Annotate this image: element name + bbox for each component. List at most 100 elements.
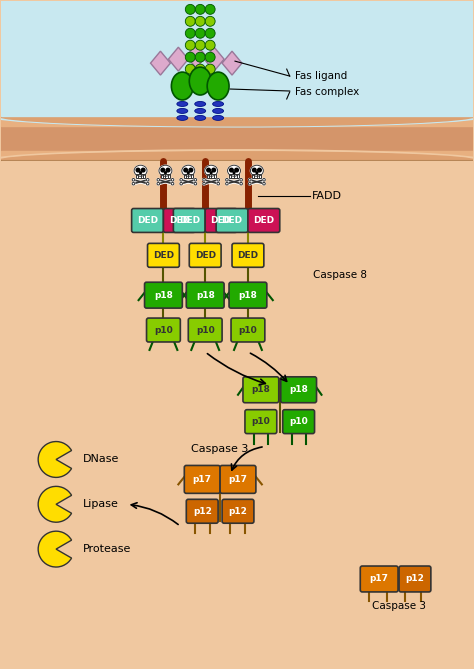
Text: p10: p10 [252,417,270,426]
Circle shape [217,183,219,185]
Text: Lipase: Lipase [83,499,119,509]
Text: p12: p12 [193,506,212,516]
Ellipse shape [195,16,205,26]
Bar [1,116,473,161]
Text: p10: p10 [196,326,215,334]
Circle shape [171,183,174,185]
FancyBboxPatch shape [229,282,267,308]
Circle shape [217,179,219,181]
Ellipse shape [195,116,206,120]
Circle shape [136,169,140,172]
Text: Caspase 3: Caspase 3 [191,444,249,454]
Text: DED: DED [195,251,216,260]
FancyBboxPatch shape [145,282,182,308]
Circle shape [203,179,205,181]
FancyBboxPatch shape [205,209,237,232]
FancyBboxPatch shape [245,409,277,434]
Polygon shape [204,47,224,71]
Ellipse shape [195,5,205,14]
Circle shape [210,172,212,173]
Circle shape [164,172,166,173]
FancyBboxPatch shape [248,209,280,232]
Circle shape [233,172,235,173]
Ellipse shape [185,40,195,50]
Ellipse shape [177,102,188,106]
Bar [1,1,473,116]
Circle shape [146,183,149,185]
Ellipse shape [213,116,224,120]
FancyBboxPatch shape [184,466,220,493]
Wedge shape [38,531,72,567]
FancyBboxPatch shape [222,499,254,523]
Ellipse shape [205,40,215,50]
Text: p10: p10 [238,326,257,334]
Circle shape [189,169,193,172]
Text: DED: DED [169,216,190,225]
Circle shape [263,179,265,181]
Ellipse shape [185,28,195,38]
Circle shape [229,169,233,172]
Text: Fas complex: Fas complex [295,87,359,97]
Bar [184,174,193,178]
Circle shape [256,172,258,173]
FancyBboxPatch shape [186,282,224,308]
Text: p18: p18 [251,385,270,394]
Circle shape [157,183,160,185]
Ellipse shape [205,28,215,38]
Text: p12: p12 [406,575,424,583]
FancyBboxPatch shape [281,377,317,403]
FancyBboxPatch shape [243,377,279,403]
FancyBboxPatch shape [283,409,315,434]
Circle shape [248,183,251,185]
Circle shape [258,169,261,172]
Circle shape [235,169,238,172]
Circle shape [166,169,170,172]
Circle shape [226,183,228,185]
Ellipse shape [0,106,474,126]
Ellipse shape [205,165,218,176]
Bar [252,174,261,178]
Text: DED: DED [179,216,200,225]
Circle shape [180,183,182,185]
Circle shape [212,169,216,172]
Bar [136,174,145,178]
Bar [207,174,216,178]
Ellipse shape [205,64,215,74]
FancyBboxPatch shape [164,209,195,232]
FancyBboxPatch shape [146,318,180,342]
Ellipse shape [195,76,205,86]
Circle shape [161,169,164,172]
Bar [252,174,261,178]
Text: DED: DED [153,251,174,260]
Ellipse shape [195,40,205,50]
Circle shape [203,183,205,185]
Ellipse shape [195,28,205,38]
Circle shape [171,179,174,181]
Text: p17: p17 [193,475,212,484]
Text: p17: p17 [370,575,389,583]
Text: p18: p18 [238,290,257,300]
Circle shape [141,169,145,172]
Text: p18: p18 [154,290,173,300]
Ellipse shape [0,152,474,170]
Ellipse shape [205,5,215,14]
Circle shape [240,179,242,181]
Circle shape [187,172,189,173]
Text: p18: p18 [289,385,308,394]
Ellipse shape [134,165,147,176]
Circle shape [157,179,160,181]
Ellipse shape [185,64,195,74]
Circle shape [180,179,182,181]
FancyBboxPatch shape [173,209,205,232]
Ellipse shape [172,72,193,100]
FancyBboxPatch shape [360,566,398,592]
Circle shape [240,183,242,185]
Bar [1,151,473,159]
Text: DED: DED [137,216,158,225]
Text: DED: DED [237,251,258,260]
Ellipse shape [185,5,195,14]
Wedge shape [38,486,72,522]
Ellipse shape [185,16,195,26]
Wedge shape [38,442,72,478]
Bar [161,174,170,178]
